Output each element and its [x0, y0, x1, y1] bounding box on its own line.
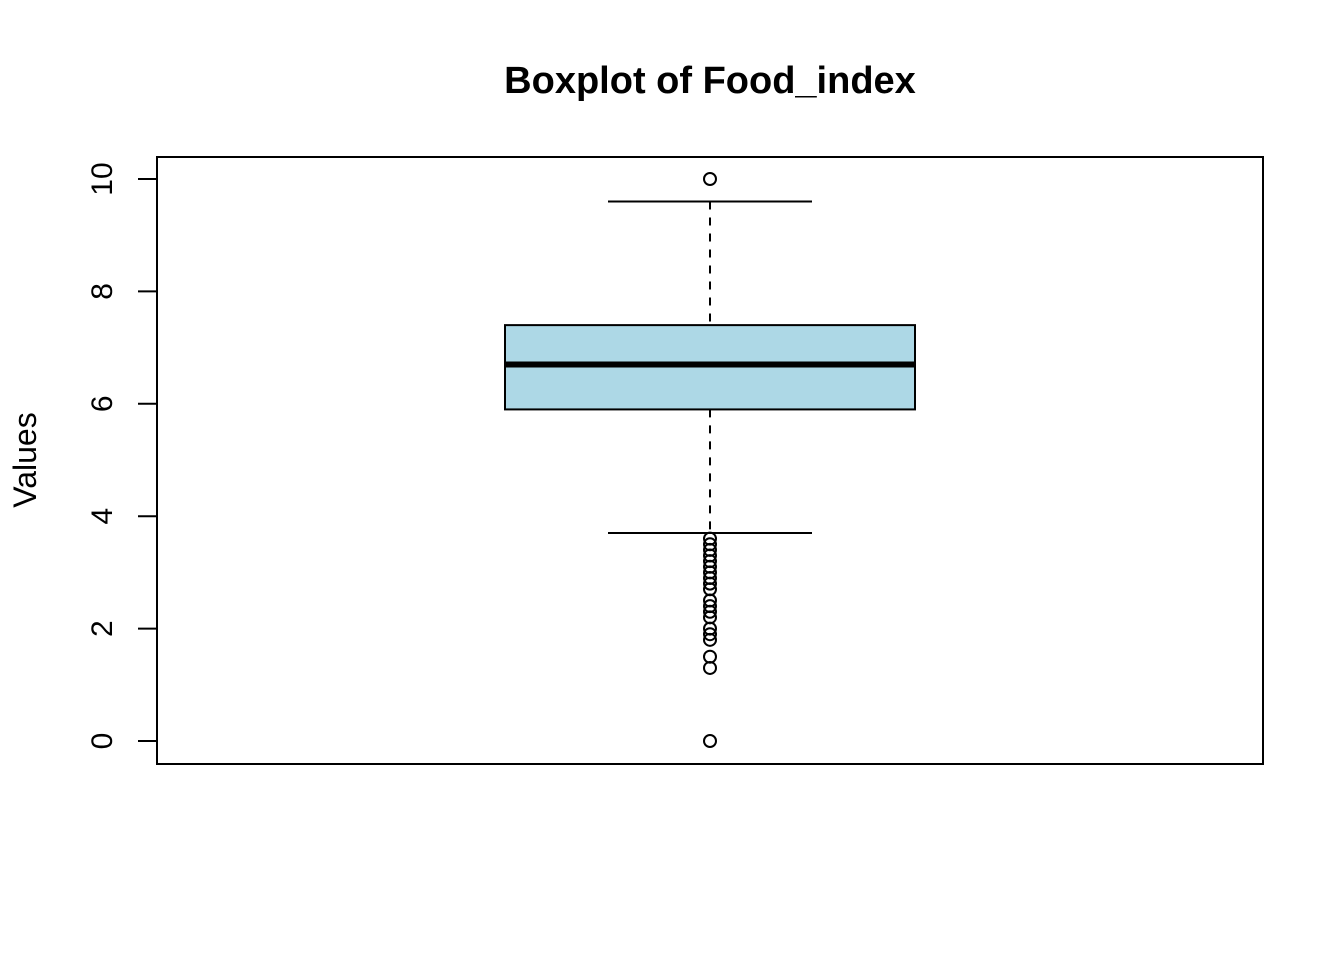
outlier-point	[703, 660, 717, 675]
y-tick-label: 2	[86, 620, 119, 637]
plot-frame	[156, 156, 1264, 765]
y-tick-label: 4	[86, 508, 119, 525]
outlier-point	[703, 172, 717, 186]
y-tick-label: 6	[86, 395, 119, 412]
chart-title: Boxplot of Food_index	[504, 60, 916, 102]
outlier-point	[703, 576, 717, 591]
y-axis: 0 2 4 6 8 10	[86, 162, 157, 749]
outlier-points	[703, 172, 717, 748]
y-tick-label: 8	[86, 283, 119, 300]
y-tick-label: 10	[86, 162, 119, 195]
outlier-point	[703, 632, 717, 647]
box-series	[504, 200, 916, 535]
outlier-point	[703, 734, 717, 748]
y-tick-label: 0	[86, 733, 119, 750]
y-axis-label: Values	[7, 412, 43, 507]
outlier-point	[703, 627, 717, 642]
outlier-point	[703, 604, 717, 619]
